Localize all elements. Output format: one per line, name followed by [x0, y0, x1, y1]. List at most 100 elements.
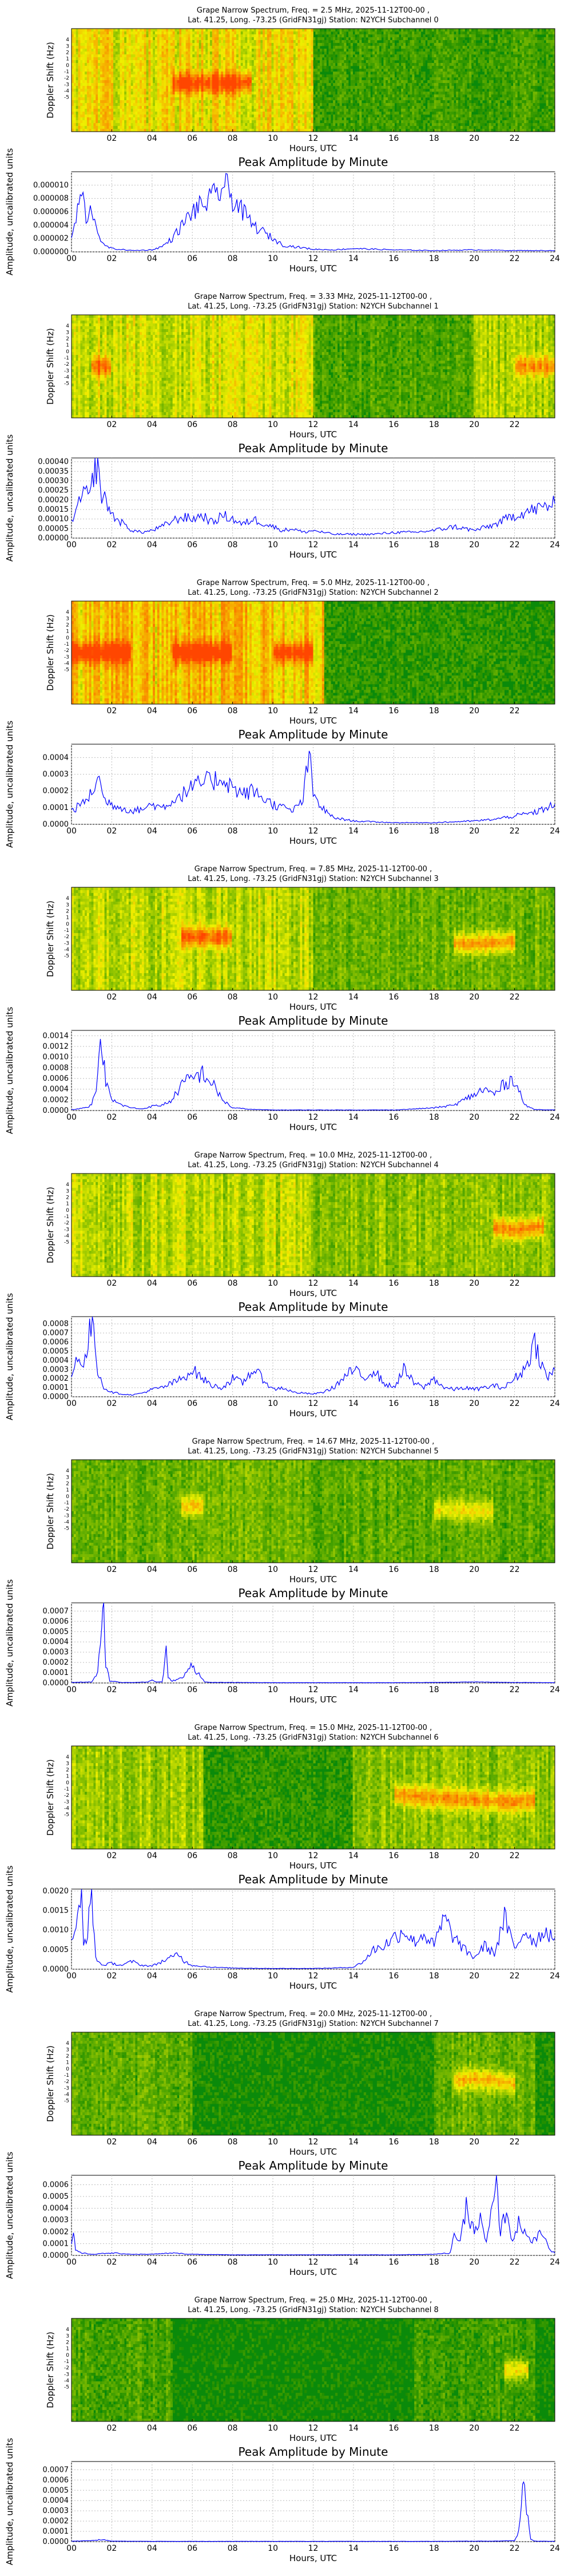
spectrum-cell: [173, 63, 175, 66]
spectrum-cell: [155, 123, 157, 126]
spectrum-cell: [168, 103, 170, 106]
spectrum-cell: [234, 100, 236, 103]
spectrum-cell: [170, 31, 173, 34]
spectrum-cell: [113, 114, 116, 117]
spectrum-cell: [126, 37, 129, 40]
spectrum-cell: [72, 126, 74, 129]
spectrum-cell: [160, 77, 162, 80]
spectrum-cell: [92, 80, 94, 83]
spectrum-cell: [100, 57, 102, 60]
spectrum-cell: [164, 86, 166, 89]
spectrum-cell: [78, 92, 81, 94]
spectrum-cell: [205, 43, 208, 46]
spectrum-cell: [236, 54, 239, 57]
spectrum-cell: [85, 43, 87, 46]
spectrum-cell: [113, 83, 116, 86]
spectrum-cell: [160, 43, 162, 46]
spectrum-cell: [188, 72, 190, 74]
spectrum-cell: [133, 77, 136, 80]
spectrum-cell: [192, 100, 194, 103]
spectrum-cell: [230, 46, 232, 49]
spectrum-cell: [197, 94, 199, 97]
spectrum-cell: [221, 97, 223, 100]
spectrum-cell: [221, 80, 223, 83]
spectrum-cell: [234, 92, 236, 94]
spectrum-cell: [179, 37, 181, 40]
spectrum-cell: [120, 37, 122, 40]
spectrum-cell: [142, 112, 144, 114]
spectrum-cell: [100, 40, 102, 43]
spectrum-cell: [133, 103, 136, 106]
spectrum-cell: [131, 112, 133, 114]
spectrum-cell: [106, 52, 109, 54]
spectrum-cell: [144, 80, 146, 83]
spectrum-cell: [173, 109, 175, 112]
spectrum-cell: [212, 126, 214, 129]
spectrum-cell: [223, 126, 225, 129]
spectrum-cell: [230, 74, 232, 77]
spectrum-cell: [92, 57, 94, 60]
spectrum-cell: [168, 106, 170, 109]
spectrum-cell: [100, 29, 102, 31]
spectrum-cell: [146, 57, 149, 60]
spectrum-cell: [168, 120, 170, 123]
spectrum-cell: [175, 89, 177, 92]
spectrum-cell: [234, 114, 236, 117]
spectrum-cell: [111, 77, 113, 80]
spectrum-cell: [120, 46, 122, 49]
spectrum-cell: [96, 37, 98, 40]
spectrum-cell: [80, 114, 82, 117]
spectrum-cell: [157, 40, 160, 43]
spectrum-cell: [148, 31, 150, 34]
spectrum-cell: [212, 40, 214, 43]
spectrum-cell: [133, 106, 136, 109]
spectrum-cell: [210, 92, 212, 94]
spectrum-cell: [111, 31, 113, 34]
spectrum-cell: [175, 100, 177, 103]
spectrum-cell: [170, 37, 173, 40]
spectrum-cell: [217, 66, 219, 69]
spectrum-cell: [150, 123, 153, 126]
spectrum-cell: [194, 100, 197, 103]
spectrum-cell: [72, 74, 74, 77]
spectrum-cell: [78, 74, 81, 77]
spectrum-cell: [122, 126, 124, 129]
spectrum-cell: [85, 60, 87, 63]
spectrum-cell: [105, 31, 107, 34]
spectrum-cell: [219, 29, 221, 31]
spectrum-cell: [184, 37, 186, 40]
spectrum-cell: [137, 126, 140, 129]
spectrum-cell: [223, 43, 225, 46]
spectrum-cell: [142, 66, 144, 69]
spectrum-cell: [203, 54, 205, 57]
spectrum-cell: [214, 94, 217, 97]
spectrum-cell: [131, 49, 133, 52]
spectrum-cell: [236, 57, 239, 60]
spectrum-cell: [203, 114, 205, 117]
spectrum-cell: [113, 106, 116, 109]
spectrum-cell: [223, 77, 225, 80]
spectrum-cell: [173, 100, 175, 103]
spectrum-cell: [214, 49, 217, 52]
spectrum-cell: [170, 123, 173, 126]
spectrum-cell: [197, 114, 199, 117]
spectrum-cell: [93, 126, 96, 129]
spectrum-cell: [146, 103, 149, 106]
spectrum-cell: [96, 57, 98, 60]
spectrum-cell: [109, 80, 111, 83]
spectrum-cell: [219, 52, 221, 54]
spectrum-cell: [120, 83, 122, 86]
spectrum-cell: [170, 52, 173, 54]
spectrum-cell: [150, 109, 153, 112]
spectrum-cell: [175, 92, 177, 94]
spectrum-cell: [173, 40, 175, 43]
spectrum-cell: [230, 69, 232, 72]
spectrum-cell: [210, 37, 212, 40]
spectrum-cell: [186, 37, 188, 40]
spectrum-cell: [150, 66, 153, 69]
spectrum-cell: [129, 100, 131, 103]
spectrum-cell: [142, 57, 144, 60]
spectrum-cell: [82, 92, 85, 94]
spectrum-cell: [85, 77, 87, 80]
spectrum-cell: [166, 37, 168, 40]
